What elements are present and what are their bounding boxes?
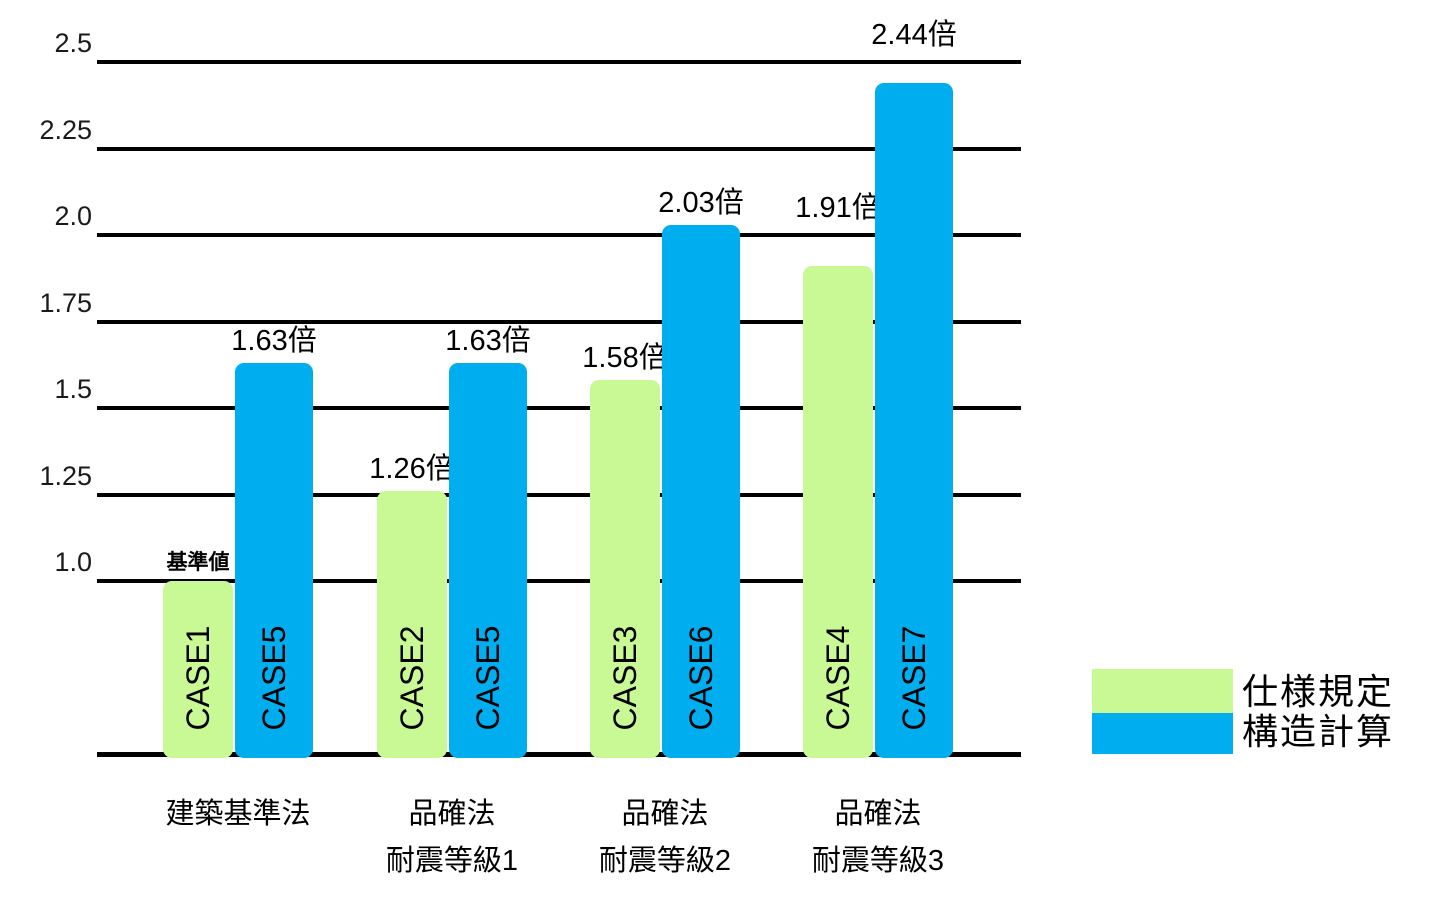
case-label-case2: CASE2 bbox=[394, 625, 430, 731]
category-label-line1-1: 建築基準法 bbox=[165, 798, 311, 830]
legend-swatch-spec bbox=[1092, 669, 1233, 713]
category-label-line1-2: 品確法 bbox=[408, 798, 496, 830]
category-label-line2-3: 耐震等級2 bbox=[598, 845, 732, 877]
value-label-case5: 1.63倍 bbox=[231, 325, 317, 358]
y-tick-label-1.25: 1.25 bbox=[39, 460, 92, 491]
gridline-1.5 bbox=[97, 406, 1021, 410]
y-tick-label-2.0: 2.0 bbox=[54, 201, 92, 231]
gridline-2.5 bbox=[97, 60, 1021, 64]
x-axis-line bbox=[97, 752, 1021, 757]
bar-case6 bbox=[662, 224, 740, 758]
case-label-case3: CASE3 bbox=[607, 625, 643, 731]
bar-case5 bbox=[449, 363, 527, 758]
value-label-case7: 2.44倍 bbox=[871, 19, 957, 51]
y-tick-label-1.0: 1.0 bbox=[54, 547, 92, 577]
category-label-line2-4: 耐震等級3 bbox=[811, 845, 945, 877]
y-tick-label-1.75: 1.75 bbox=[39, 287, 92, 318]
case-label-case6: CASE6 bbox=[683, 625, 719, 731]
legend-label-calc: 構造計算 bbox=[1242, 711, 1395, 752]
value-label-case5: 1.63倍 bbox=[445, 325, 531, 358]
bar-case1 bbox=[163, 581, 233, 758]
legend-label-spec: 仕様規定 bbox=[1242, 671, 1395, 712]
category-label-line1-4: 品確法 bbox=[834, 798, 922, 830]
case-label-case4: CASE4 bbox=[820, 625, 856, 731]
case-label-case1: CASE1 bbox=[180, 625, 216, 731]
gridline-2.0 bbox=[97, 233, 1021, 237]
value-label-case1: 基準値 bbox=[166, 551, 230, 574]
bar-case4 bbox=[803, 266, 873, 758]
bar-case7 bbox=[875, 82, 953, 758]
bar-case5 bbox=[235, 363, 313, 758]
y-tick-label-1.5: 1.5 bbox=[54, 374, 92, 404]
value-label-case3: 1.58倍 bbox=[582, 342, 668, 375]
case-label-case5: CASE5 bbox=[470, 625, 506, 731]
gridline-2.25 bbox=[97, 146, 1021, 151]
y-tick-label-2.25: 2.25 bbox=[39, 114, 92, 145]
gridline-1.25 bbox=[97, 492, 1021, 497]
bar-case3 bbox=[590, 380, 660, 758]
bar-case2 bbox=[377, 491, 447, 758]
legend-swatch-calc bbox=[1092, 713, 1233, 754]
category-label-line1-3: 品確法 bbox=[621, 798, 709, 830]
gridline-1.75 bbox=[97, 319, 1021, 324]
y-tick-label-2.5: 2.5 bbox=[54, 28, 92, 58]
gridline-1.0 bbox=[97, 579, 1021, 583]
value-label-case6: 2.03倍 bbox=[658, 186, 744, 219]
value-label-case2: 1.26倍 bbox=[369, 453, 455, 486]
value-label-case4: 1.91倍 bbox=[795, 192, 881, 224]
case-label-case5: CASE5 bbox=[256, 625, 292, 731]
case-label-case7: CASE7 bbox=[896, 625, 932, 731]
category-label-line2-2: 耐震等級1 bbox=[385, 845, 519, 877]
